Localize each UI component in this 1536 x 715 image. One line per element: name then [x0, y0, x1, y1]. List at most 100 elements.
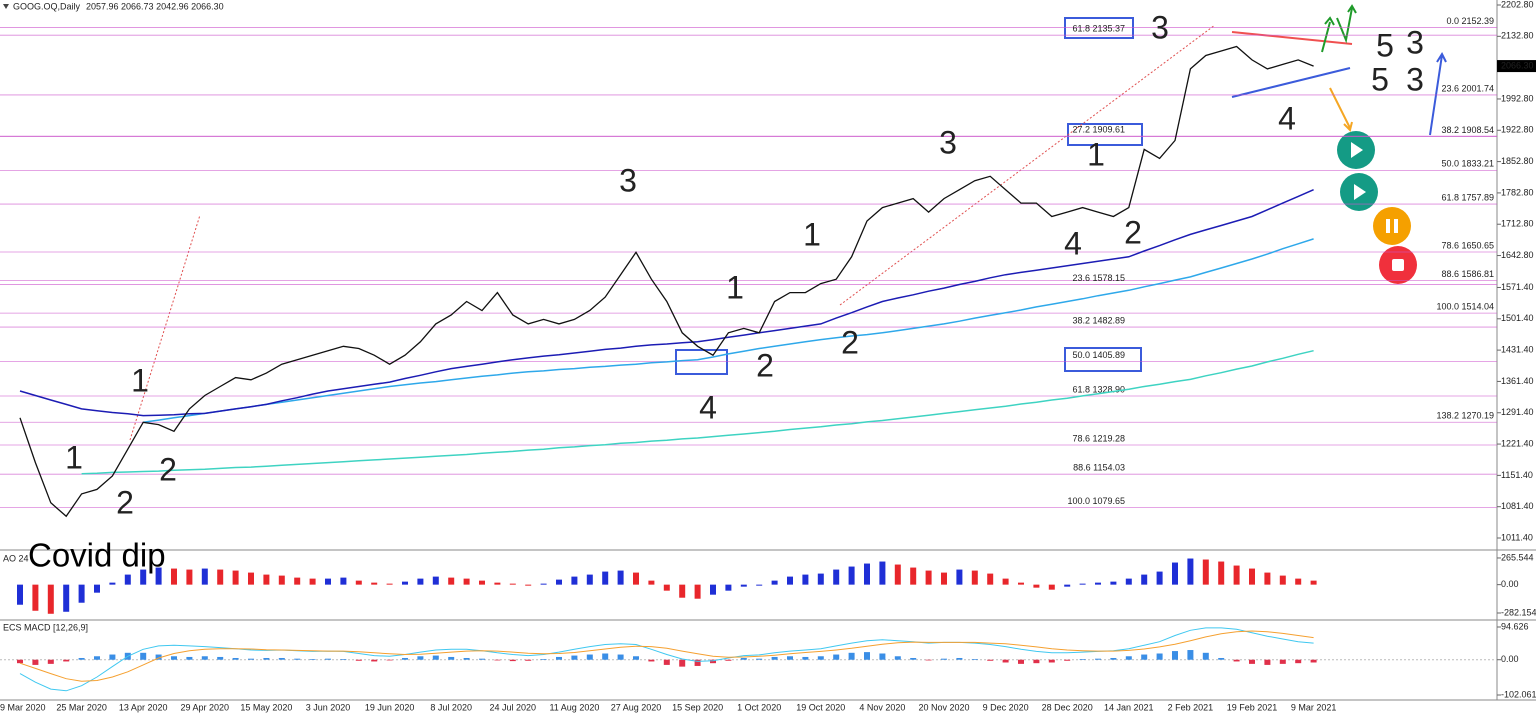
macd-bar [1233, 659, 1240, 662]
ao-bar [124, 574, 131, 585]
macd-bar [879, 653, 886, 660]
ao-bar [78, 584, 85, 603]
wave-label: 1 [726, 269, 744, 305]
wave-label: 2 [756, 347, 774, 383]
macd-bar [740, 657, 747, 660]
macd-bar [1095, 658, 1101, 660]
macd-bar [402, 657, 408, 660]
wave-label: 3 [1406, 24, 1424, 60]
ao-bar [894, 564, 901, 585]
macd-bar [787, 656, 793, 660]
x-tick-label: 20 Nov 2020 [918, 702, 969, 712]
macd-bar [817, 656, 824, 660]
ao-bar [479, 580, 485, 585]
macd-bar [94, 656, 100, 660]
macd-bar [848, 652, 855, 660]
ao-bar [186, 569, 193, 585]
highlight-box [1064, 347, 1142, 372]
macd-bar [509, 659, 516, 662]
ao-bar [1264, 572, 1271, 585]
macd-bar [186, 656, 193, 660]
macd-bar [663, 659, 670, 665]
fib-label: 61.8 2135.37 [1072, 24, 1125, 34]
ao-bar [679, 584, 686, 598]
macd-bar [17, 659, 23, 664]
fib-label: 23.6 1578.15 [1072, 273, 1125, 283]
macd-bar [78, 657, 85, 660]
macd-bar [494, 659, 501, 661]
ao-bar [725, 584, 732, 591]
ao-bar [740, 584, 747, 587]
x-tick-label: 1 Oct 2020 [737, 702, 781, 712]
x-tick-label: 14 Jan 2021 [1104, 702, 1154, 712]
x-tick-label: 8 Jul 2020 [430, 702, 472, 712]
macd-bar [294, 658, 301, 660]
y-tick-label: 1361.40 [1501, 376, 1534, 386]
arrow [1321, 16, 1335, 53]
ao-bar [278, 575, 285, 585]
stop-icon-glyph [1392, 259, 1404, 271]
ao-bar [17, 584, 23, 605]
macd-bar [140, 652, 147, 660]
ao-bar [941, 572, 947, 585]
ao-bar [355, 580, 362, 585]
wave-label: 4 [1278, 100, 1296, 136]
macd-bar [571, 655, 578, 660]
macd-line [19, 630, 1314, 682]
ao-bar [1249, 568, 1255, 585]
play-icon-glyph [1351, 142, 1363, 158]
last-price-label: 2066.30 [1501, 60, 1534, 70]
last-price-tag [1497, 60, 1536, 73]
y-tick-label: 1291.40 [1501, 407, 1534, 417]
ao-bar [47, 584, 54, 614]
fib-label: 100.0 1514.04 [1436, 302, 1494, 312]
ao-bar [509, 583, 516, 585]
menu-icon [3, 4, 9, 9]
x-tick-label: 29 Apr 2020 [181, 702, 230, 712]
y-tick-label: 0.00 [1501, 579, 1519, 589]
macd-bar [248, 658, 254, 660]
fib-label: 0.0 2152.39 [1446, 16, 1494, 26]
fib-label: 88.6 1586.81 [1441, 269, 1494, 279]
wave-label: 5 [1376, 27, 1394, 63]
macd-bar [1264, 659, 1271, 665]
macd-bar [1279, 659, 1286, 664]
y-tick-label: 1712.80 [1501, 219, 1534, 229]
y-tick-label: 1081.40 [1501, 501, 1534, 511]
macd-bar [1110, 657, 1117, 660]
y-tick-label: 1571.40 [1501, 282, 1534, 292]
x-tick-label: 2 Feb 2021 [1168, 702, 1214, 712]
ao-bar [386, 583, 393, 585]
y-tick-label: 2202.80 [1501, 0, 1534, 9]
ao-bar [879, 561, 886, 585]
ao-bar [217, 569, 224, 585]
wave-label: 2 [841, 324, 859, 360]
moving-average [143, 238, 1314, 424]
fib-label: 38.2 1482.89 [1072, 315, 1125, 325]
macd-bar [109, 654, 116, 660]
fib-label: 61.8 1757.89 [1441, 192, 1494, 202]
macd-bar [725, 659, 732, 661]
fib-label: 138.2 1270.19 [1436, 411, 1494, 421]
ao-bar [1233, 565, 1240, 585]
macd-bar [540, 659, 547, 660]
x-tick-label: 9 Mar 2020 [0, 702, 46, 712]
macd-bar [448, 656, 455, 660]
ao-bar [710, 584, 716, 595]
y-tick-label: 1852.80 [1501, 156, 1534, 166]
macd-bar [987, 659, 994, 661]
x-tick-label: 9 Mar 2021 [1291, 702, 1337, 712]
ao-bar [417, 578, 424, 585]
ohlc: 2057.96 2066.73 2042.96 2066.30 [86, 1, 224, 11]
trend-line [129, 214, 201, 441]
y-tick-label: 1011.40 [1501, 532, 1533, 542]
ao-bar [448, 577, 455, 585]
arrow [1336, 4, 1357, 44]
ao-bar [325, 578, 331, 585]
y-tick-label: 1642.80 [1501, 250, 1534, 260]
ao-bar [1310, 580, 1317, 585]
ao-bar [1218, 561, 1225, 585]
fib-label: 78.6 1650.65 [1441, 240, 1494, 250]
macd-bar [479, 658, 485, 660]
